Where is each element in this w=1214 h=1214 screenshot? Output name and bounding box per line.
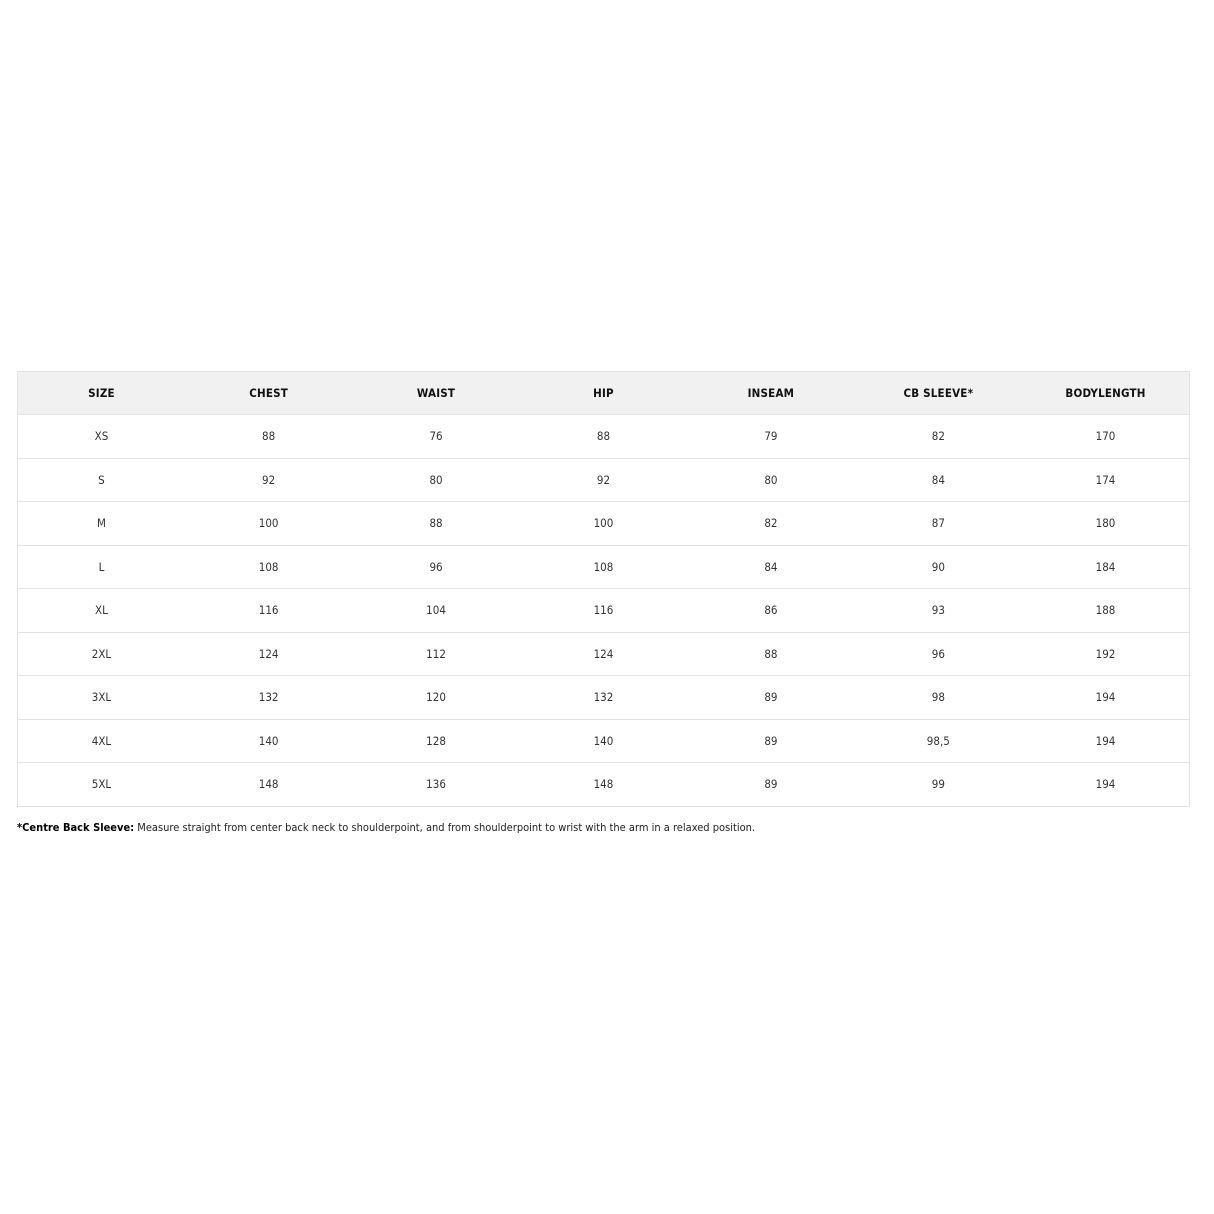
table-cell: 128: [352, 718, 520, 763]
table-cell: 100: [519, 501, 688, 545]
table-cell: M: [17, 501, 185, 545]
table-cell: 80: [352, 457, 520, 502]
table-cell: 96: [352, 544, 520, 589]
table-cell: 92: [519, 457, 688, 502]
table-cell: 136: [352, 762, 520, 806]
column-header: WAIST: [352, 371, 520, 415]
table-row: M 100 88 100 82 87 180: [17, 501, 1190, 545]
table-cell: 140: [184, 718, 353, 763]
column-header: INSEAM: [687, 371, 855, 415]
footnote-text: Measure straight from center back neck t…: [134, 820, 756, 834]
table-cell: 88: [519, 414, 688, 458]
table-cell: 89: [687, 675, 855, 719]
table-cell: 188: [1022, 588, 1190, 632]
table-row: S 92 80 92 80 84 174: [17, 457, 1190, 502]
table-cell: 93: [854, 588, 1023, 632]
table-cell: 124: [519, 631, 688, 676]
table-row: L 108 96 108 84 90 184: [17, 544, 1190, 589]
table-cell: 132: [519, 675, 688, 719]
table-cell: 3XL: [17, 675, 185, 719]
column-header: CB SLEEVE*: [854, 371, 1023, 415]
table-cell: 124: [184, 631, 353, 676]
table-cell: 4XL: [17, 718, 185, 763]
table-cell: 98,5: [854, 718, 1023, 763]
table-cell: 108: [184, 544, 353, 589]
table-cell: XS: [17, 414, 185, 458]
table-cell: 132: [184, 675, 353, 719]
size-chart: SIZE CHEST WAIST HIP INSEAM CB SLEEVE* BODYLEN…: [17, 371, 1190, 834]
table-cell: 89: [687, 718, 855, 763]
table-cell: 194: [1022, 675, 1190, 719]
table-cell: 120: [352, 675, 520, 719]
table-cell: 76: [352, 414, 520, 458]
table-cell: 180: [1022, 501, 1190, 545]
table-cell: 88: [184, 414, 353, 458]
table-cell: 84: [854, 457, 1023, 502]
table-cell: 100: [184, 501, 353, 545]
table-row: 3XL 132 120 132 89 98 194: [17, 675, 1190, 719]
table-cell: 108: [519, 544, 688, 589]
table-cell: 82: [687, 501, 855, 545]
table-cell: 116: [184, 588, 353, 632]
table-cell: 140: [519, 718, 688, 763]
column-header: HIP: [519, 371, 688, 415]
table-cell: 148: [184, 762, 353, 806]
table-cell: 170: [1022, 414, 1190, 458]
column-header: BODYLENGTH: [1022, 371, 1190, 415]
table-cell: 88: [687, 631, 855, 676]
table-cell: S: [17, 457, 185, 502]
table-cell: 98: [854, 675, 1023, 719]
table-cell: 79: [687, 414, 855, 458]
header-row: SIZE CHEST WAIST HIP INSEAM CB SLEEVE* BODYLEN…: [17, 371, 1190, 415]
table-cell: 86: [687, 588, 855, 632]
table-cell: 112: [352, 631, 520, 676]
table-cell: 84: [687, 544, 855, 589]
table-cell: 194: [1022, 718, 1190, 763]
table-cell: 92: [184, 457, 353, 502]
table-cell: 99: [854, 762, 1023, 806]
table-cell: 96: [854, 631, 1023, 676]
table-row: 4XL 140 128 140 89 98,5 194: [17, 718, 1190, 763]
table-cell: 174: [1022, 457, 1190, 502]
table-cell: 87: [854, 501, 1023, 545]
table-cell: XL: [17, 588, 185, 632]
table-row: 2XL 124 112 124 88 96 192: [17, 631, 1190, 676]
table-cell: 88: [352, 501, 520, 545]
table-row: XL 116 104 116 86 93 188: [17, 588, 1190, 632]
table-cell: 148: [519, 762, 688, 806]
footnote-label: *Centre Back Sleeve:: [17, 820, 135, 834]
table-cell: 184: [1022, 544, 1190, 589]
table-row: XS 88 76 88 79 82 170: [17, 414, 1190, 458]
table-cell: 194: [1022, 762, 1190, 806]
footnote: *Centre Back Sleeve: Measure straight fr…: [17, 821, 1190, 834]
table-cell: 80: [687, 457, 855, 502]
column-header: CHEST: [184, 371, 353, 415]
table-cell: 192: [1022, 631, 1190, 676]
table-cell: 5XL: [17, 762, 185, 806]
table-cell: 90: [854, 544, 1023, 589]
table-cell: 116: [519, 588, 688, 632]
table-cell: L: [17, 544, 185, 589]
column-header: SIZE: [17, 371, 185, 415]
table-cell: 2XL: [17, 631, 185, 676]
size-table: SIZE CHEST WAIST HIP INSEAM CB SLEEVE* BODYLEN…: [17, 371, 1190, 807]
table-row: 5XL 148 136 148 89 99 194: [17, 762, 1190, 806]
table-cell: 82: [854, 414, 1023, 458]
table-cell: 89: [687, 762, 855, 806]
table-cell: 104: [352, 588, 520, 632]
